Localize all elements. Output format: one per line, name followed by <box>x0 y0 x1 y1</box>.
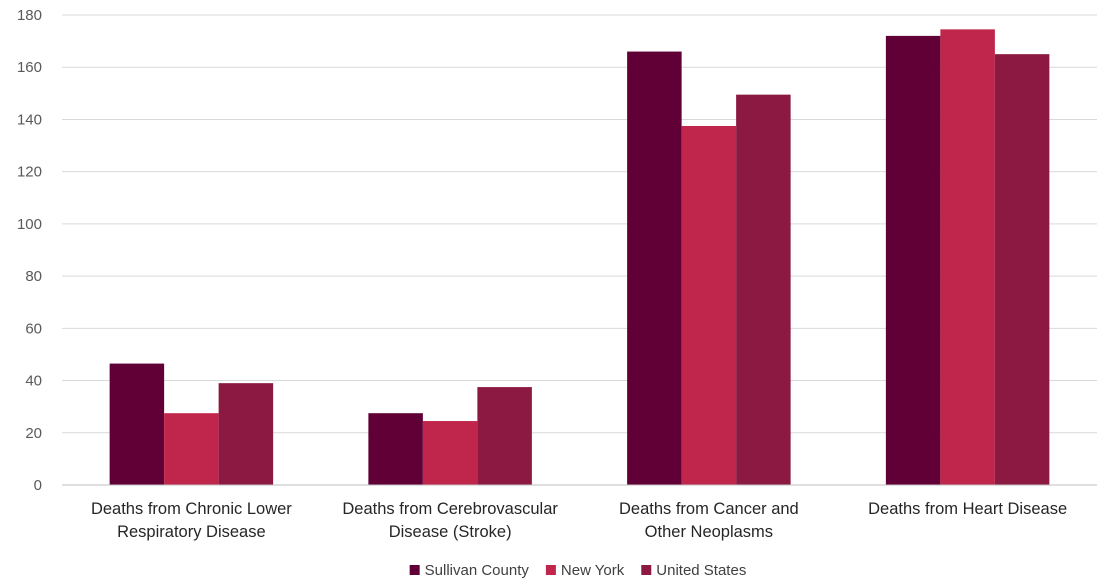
x-tick-label: Disease (Stroke) <box>389 523 512 541</box>
bar <box>627 51 682 486</box>
x-tick-label: Other Neoplasms <box>645 523 773 541</box>
bar <box>994 54 1050 486</box>
y-tick-label: 100 <box>17 216 42 233</box>
legend-swatch <box>641 565 652 575</box>
legend-item: Sullivan County <box>409 562 530 579</box>
y-tick-label: 20 <box>25 425 42 442</box>
x-tick-label: Deaths from Chronic Lower <box>91 500 292 518</box>
y-tick-label: 160 <box>17 59 42 76</box>
bar <box>368 413 423 485</box>
gridlines <box>62 14 1097 434</box>
bar <box>422 421 478 485</box>
x-tick-label: Deaths from Cerebrovascular <box>342 500 558 518</box>
bar <box>477 387 532 485</box>
bar <box>164 413 219 485</box>
x-tick-label: Deaths from Heart Disease <box>868 500 1067 518</box>
y-tick-label: 180 <box>17 7 42 24</box>
legend-swatch <box>545 565 556 575</box>
bars <box>109 29 1050 486</box>
y-tick-label: 60 <box>25 320 42 337</box>
bar <box>736 94 791 485</box>
legend-label: Sullivan County <box>425 562 530 579</box>
legend-swatch <box>409 565 420 575</box>
x-tick-label: Respiratory Disease <box>117 523 266 541</box>
bar <box>885 35 941 486</box>
y-tick-label: 80 <box>25 268 42 285</box>
bar <box>218 383 274 485</box>
bar <box>681 125 737 485</box>
bar <box>109 363 165 485</box>
y-tick-label: 0 <box>34 477 42 494</box>
legend-label: United States <box>656 562 746 579</box>
x-tick-label: Deaths from Cancer and <box>619 500 799 518</box>
x-axis: Deaths from Chronic Lower Respiratory Dis… <box>91 500 1067 541</box>
legend-label: New York <box>561 562 625 579</box>
legend-item: New York <box>545 562 625 579</box>
bar <box>940 29 995 485</box>
legend-item: United States <box>641 562 746 579</box>
y-axis: 0 20 40 60 80 100 120 140 160 180 <box>17 7 42 494</box>
y-tick-label: 120 <box>17 164 42 181</box>
y-tick-label: 40 <box>25 373 42 390</box>
legend: Sullivan County New York United States <box>409 562 746 579</box>
y-tick-label: 140 <box>17 111 42 128</box>
